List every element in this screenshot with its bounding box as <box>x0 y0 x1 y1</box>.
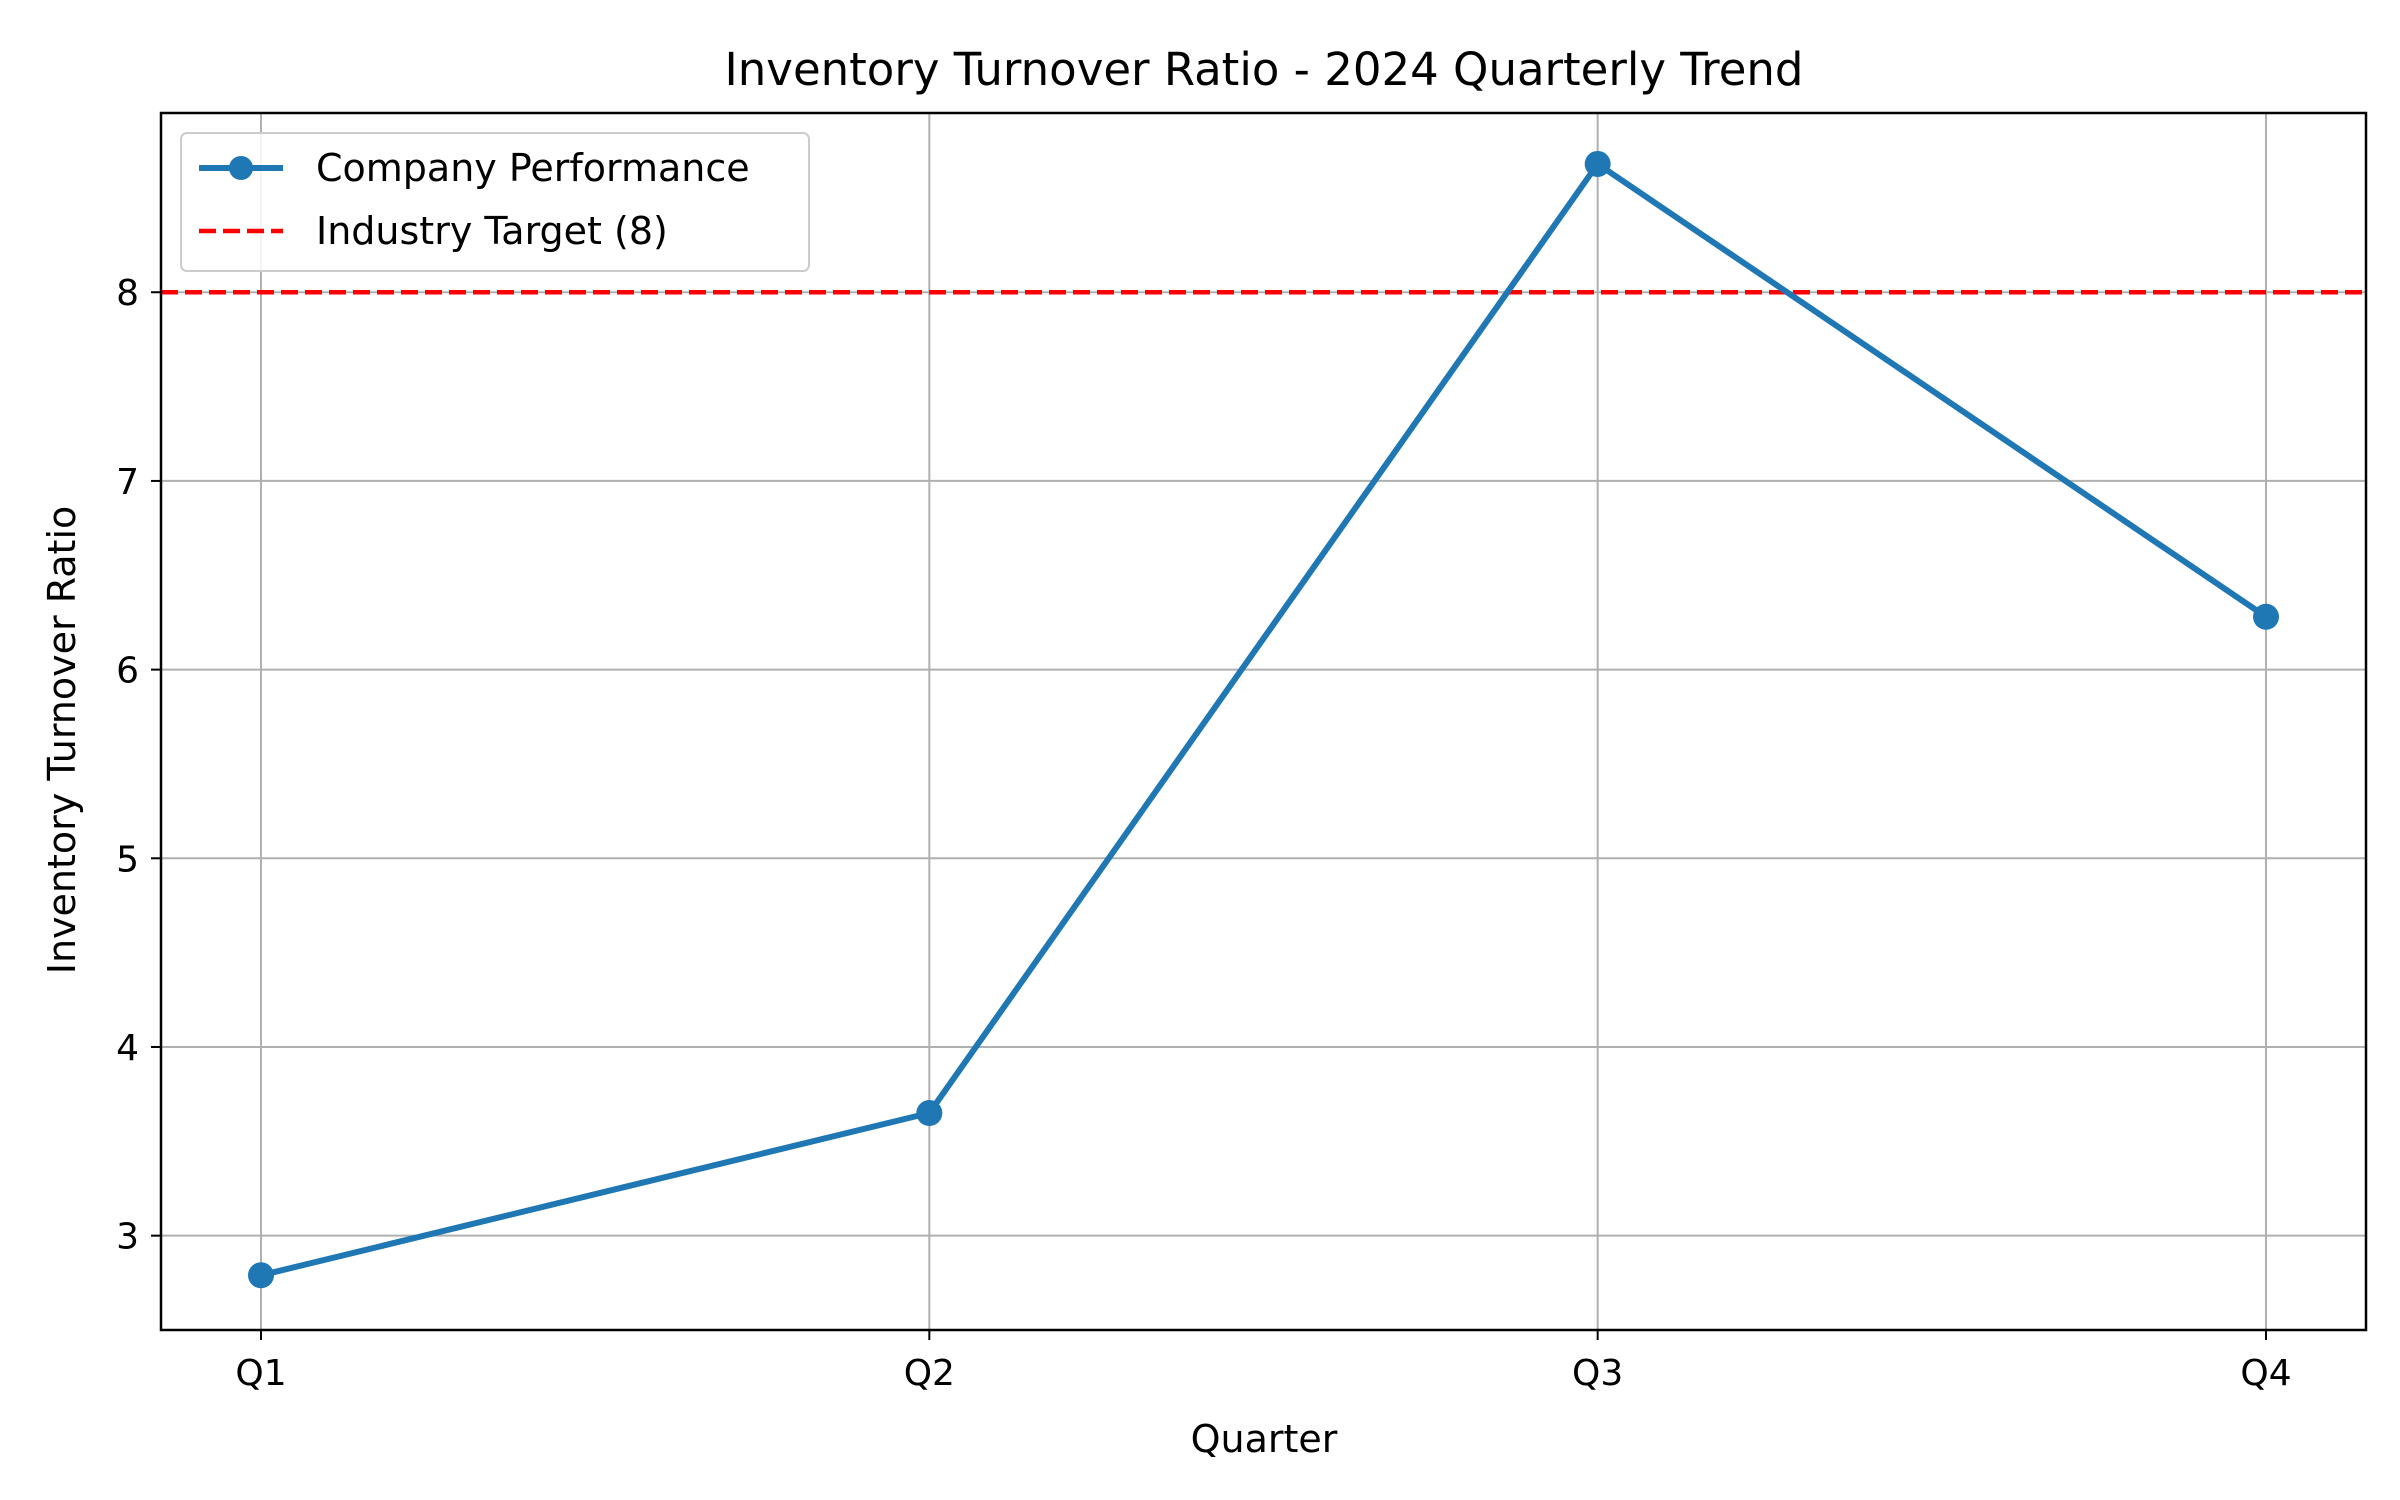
y-tick-label: 7 <box>116 462 139 503</box>
data-point <box>1584 150 1611 177</box>
x-tick-label: Q4 <box>2240 1353 2291 1394</box>
y-tick-label: 5 <box>116 839 139 880</box>
plot-area-frame <box>159 111 2368 1332</box>
x-tick-label: Q1 <box>235 1353 286 1394</box>
legend-series-marker <box>229 156 253 180</box>
y-axis-label: Inventory Turnover Ratio <box>40 506 84 975</box>
series-line <box>258 160 2269 1279</box>
legend-box <box>180 132 810 272</box>
x-axis-ticks: Q1 Q2 Q3 Q4 <box>235 1330 2292 1394</box>
x-tick-label: Q2 <box>904 1353 955 1394</box>
x-tick-label: Q3 <box>1572 1353 1623 1394</box>
y-tick-label: 8 <box>116 273 139 314</box>
chart-title: Inventory Turnover Ratio - 2024 Quarterl… <box>725 43 1804 96</box>
y-tick-label: 4 <box>116 1028 139 1069</box>
y-tick-label: 3 <box>116 1217 139 1258</box>
legend-series-label: Company Performance <box>316 146 750 190</box>
legend-reference-label: Industry Target (8) <box>316 209 668 253</box>
y-axis-ticks: 3 4 5 6 7 8 <box>116 273 161 1258</box>
data-point <box>248 1262 274 1289</box>
y-tick-label: 6 <box>116 651 139 692</box>
data-point <box>2253 603 2279 630</box>
data-point <box>916 1100 943 1127</box>
x-axis-label: Quarter <box>1191 1417 1338 1461</box>
series-group <box>248 150 2279 1289</box>
legend: Company Performance Industry Target (8) <box>180 132 810 272</box>
